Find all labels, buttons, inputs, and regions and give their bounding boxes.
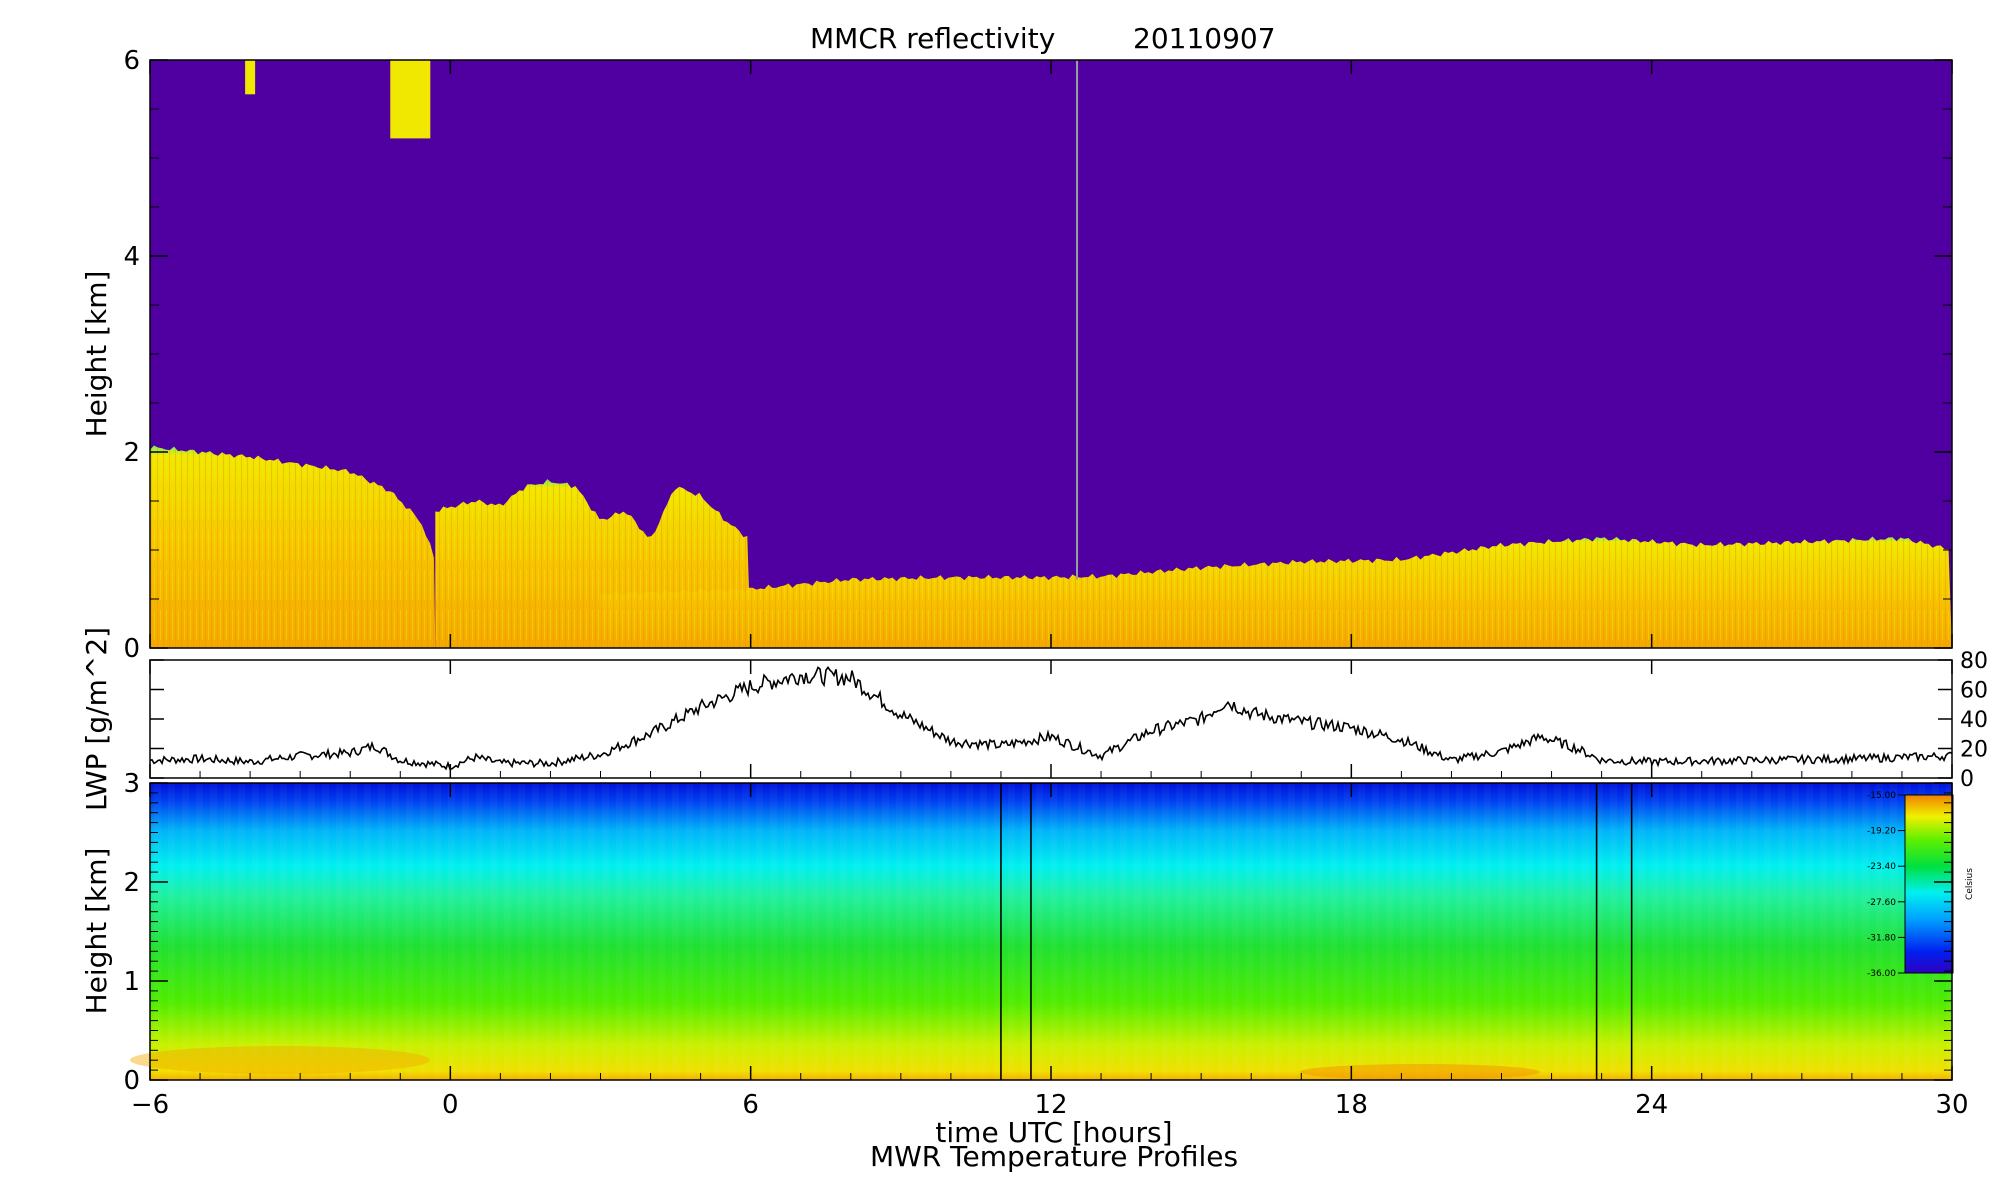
y-tick-label: 1 bbox=[123, 967, 140, 997]
x-tick-label: 0 bbox=[442, 1090, 459, 1120]
x-tick-label: 6 bbox=[742, 1090, 759, 1120]
y-tick-label: 20 bbox=[1960, 738, 1988, 763]
reflectivity-y-ticks: 0 2 4 6 bbox=[123, 46, 1952, 664]
colorbar-tick-label: -31.80 bbox=[1867, 933, 1896, 943]
y-tick-label: 3 bbox=[123, 769, 140, 799]
cloud-texture bbox=[600, 536, 1952, 648]
x-axis-ticks: −6 0 6 12 18 24 30 bbox=[131, 60, 1969, 1120]
x-tick-label: −6 bbox=[131, 1090, 169, 1120]
y-tick-label: 40 bbox=[1960, 708, 1988, 733]
y-tick-label: 6 bbox=[123, 46, 140, 76]
colorbar-tick-label: -23.40 bbox=[1867, 862, 1896, 872]
x-tick-label: 24 bbox=[1635, 1090, 1668, 1120]
colorbar-tick-label: -27.60 bbox=[1867, 898, 1896, 908]
cloud-texture bbox=[150, 445, 436, 648]
lwp-y-ticks: 0 20 40 60 80 bbox=[150, 649, 1988, 792]
reflectivity-y-label: Height [km] bbox=[80, 271, 113, 438]
colorbar-tick-label: -19.20 bbox=[1867, 827, 1896, 837]
x-tick-label: 12 bbox=[1034, 1090, 1067, 1120]
colorbar-ticks: -36.00 -31.80 -27.60 -23.40 -19.20 -15.00 bbox=[1867, 791, 1905, 979]
reflectivity-panel: 0 2 4 6 Height [km] bbox=[80, 46, 1953, 664]
temperature-warm-patch bbox=[130, 1046, 430, 1074]
y-tick-label: 2 bbox=[123, 438, 140, 468]
reflectivity-artifact-line bbox=[1076, 60, 1079, 580]
x-axis-label: time UTC [hours] bbox=[935, 1116, 1172, 1149]
temperature-texture bbox=[150, 783, 1952, 1080]
y-tick-label: 0 bbox=[123, 634, 140, 664]
footer-title: MWR Temperature Profiles bbox=[870, 1140, 1238, 1173]
reflectivity-upper-echoes bbox=[245, 60, 431, 139]
lwp-y-label: LWP [g/m^2] bbox=[80, 627, 113, 811]
x-tick-label: 18 bbox=[1335, 1090, 1368, 1120]
upper-echo bbox=[245, 60, 256, 95]
y-tick-label: 0 bbox=[1960, 767, 1974, 792]
lwp-panel: 0 20 40 60 80 LWP [g/m^2] bbox=[80, 627, 1988, 811]
upper-echo bbox=[390, 60, 431, 139]
temperature-y-ticks: 0 1 2 3 bbox=[123, 769, 1952, 1096]
temperature-y-label: Height [km] bbox=[80, 848, 113, 1015]
temperature-missing-markers bbox=[1000, 783, 1633, 1080]
chart-title: MMCR reflectivity bbox=[810, 22, 1055, 55]
colorbar-tick-label: -15.00 bbox=[1867, 791, 1896, 801]
temperature-panel: -36.00 -31.80 -27.60 -23.40 -19.20 -15.00 Cel… bbox=[80, 769, 1975, 1096]
colorbar-frame bbox=[1904, 794, 1954, 974]
reflectivity-cloud-layers bbox=[150, 445, 1952, 648]
y-tick-label: 80 bbox=[1960, 649, 1988, 674]
lwp-background bbox=[150, 660, 1952, 778]
temperature-colorbar: -36.00 -31.80 -27.60 -23.40 -19.20 -15.00 Cel… bbox=[1867, 791, 1975, 979]
x-tick-label: 30 bbox=[1935, 1090, 1968, 1120]
colorbar-label: Celsius bbox=[1965, 868, 1975, 900]
y-tick-label: 4 bbox=[123, 242, 140, 272]
chart-date: 20110907 bbox=[1133, 22, 1276, 55]
temperature-warm-patch bbox=[1300, 1064, 1540, 1080]
y-tick-label: 60 bbox=[1960, 679, 1988, 704]
y-tick-label: 0 bbox=[123, 1066, 140, 1096]
y-tick-label: 2 bbox=[123, 868, 140, 898]
colorbar-tick-label: -36.00 bbox=[1867, 969, 1896, 979]
colorbar-scale bbox=[1905, 795, 1953, 973]
